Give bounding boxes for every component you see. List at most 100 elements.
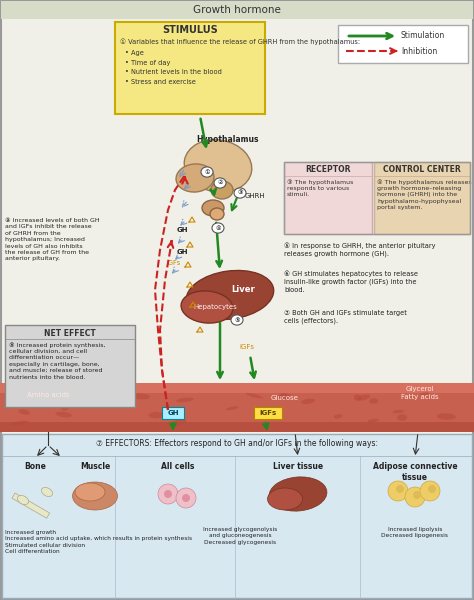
Text: IGFs: IGFs xyxy=(259,410,277,416)
Ellipse shape xyxy=(246,393,263,398)
Ellipse shape xyxy=(176,398,194,403)
Text: ⑦ Both GH and IGFs stimulate target
cells (effectors).: ⑦ Both GH and IGFs stimulate target cell… xyxy=(284,310,407,324)
Text: ⑧ Increased protein synthesis,
cellular division, and cell
differentiation occur: ⑧ Increased protein synthesis, cellular … xyxy=(9,342,106,380)
Ellipse shape xyxy=(75,483,105,501)
Ellipse shape xyxy=(61,404,69,410)
Ellipse shape xyxy=(10,421,28,425)
Bar xyxy=(0,383,474,393)
Text: IGFs: IGFs xyxy=(239,344,255,350)
Ellipse shape xyxy=(396,485,404,493)
Ellipse shape xyxy=(392,410,404,413)
Text: • Age: • Age xyxy=(125,50,144,56)
Ellipse shape xyxy=(181,291,233,323)
Text: Amino acids: Amino acids xyxy=(27,392,69,398)
Ellipse shape xyxy=(428,485,436,493)
Text: ⑨ Increased levels of both GH
and IGFs inhibit the release
of GHRH from the
hypo: ⑨ Increased levels of both GH and IGFs i… xyxy=(5,218,100,262)
Ellipse shape xyxy=(71,390,89,396)
FancyBboxPatch shape xyxy=(115,22,265,114)
Text: GH: GH xyxy=(176,249,188,255)
Bar xyxy=(12,493,50,518)
Text: ①: ① xyxy=(204,169,210,175)
Ellipse shape xyxy=(114,402,130,407)
Ellipse shape xyxy=(226,406,238,410)
Text: CONTROL CENTER: CONTROL CENTER xyxy=(383,166,461,175)
Ellipse shape xyxy=(334,414,342,419)
FancyBboxPatch shape xyxy=(254,407,282,419)
Ellipse shape xyxy=(280,394,291,398)
Ellipse shape xyxy=(419,392,430,395)
Text: Increased glycogenolysis
and gluconeogenesis
Decreased glycogenesis: Increased glycogenolysis and gluconeogen… xyxy=(203,527,277,545)
Text: Liver tissue: Liver tissue xyxy=(273,462,323,471)
Text: STIMULUS: STIMULUS xyxy=(162,25,218,35)
Ellipse shape xyxy=(176,164,214,192)
Ellipse shape xyxy=(279,393,288,400)
Text: RECEPTOR: RECEPTOR xyxy=(305,166,351,175)
Ellipse shape xyxy=(405,487,425,507)
Text: ②: ② xyxy=(217,181,223,185)
Ellipse shape xyxy=(269,477,327,511)
Ellipse shape xyxy=(131,393,150,400)
Ellipse shape xyxy=(148,412,164,418)
Text: Glucose: Glucose xyxy=(271,395,299,401)
Text: ⑤ In response to GHRH, the anterior pituitary
releases growth hormone (GH).: ⑤ In response to GHRH, the anterior pitu… xyxy=(284,242,436,257)
Text: ① Variables that influence the release of GHRH from the hypothalamus:: ① Variables that influence the release o… xyxy=(120,38,360,44)
Text: Muscle: Muscle xyxy=(80,462,110,471)
Text: Hypothalamus: Hypothalamus xyxy=(197,136,259,145)
FancyBboxPatch shape xyxy=(338,25,468,63)
Ellipse shape xyxy=(182,494,190,502)
Text: Stimulation: Stimulation xyxy=(401,31,445,40)
Bar xyxy=(0,422,474,432)
Ellipse shape xyxy=(202,200,224,216)
Ellipse shape xyxy=(231,315,243,325)
Text: GHRH: GHRH xyxy=(245,193,265,199)
Text: • Stress and exercise: • Stress and exercise xyxy=(125,79,196,85)
FancyBboxPatch shape xyxy=(284,162,372,234)
Text: ⑥ GH stimulates hepatocytes to release
insulin-like growth factor (IGFs) into th: ⑥ GH stimulates hepatocytes to release i… xyxy=(284,270,418,293)
FancyBboxPatch shape xyxy=(5,325,135,407)
Text: • Time of day: • Time of day xyxy=(125,59,170,65)
Text: Hepatocytes: Hepatocytes xyxy=(193,304,237,310)
Text: ⑤: ⑤ xyxy=(234,317,240,323)
Ellipse shape xyxy=(388,481,408,501)
Ellipse shape xyxy=(176,488,196,508)
Ellipse shape xyxy=(397,414,407,421)
Ellipse shape xyxy=(234,188,246,198)
Text: All cells: All cells xyxy=(161,462,195,471)
Text: NET EFFECT: NET EFFECT xyxy=(44,329,96,337)
Bar xyxy=(0,383,474,432)
Bar xyxy=(2,434,472,598)
Text: ④ The hypothalamus releases
growth hormone–releasing
hormone (GHRH) into the
hyp: ④ The hypothalamus releases growth hormo… xyxy=(377,179,472,210)
Ellipse shape xyxy=(369,398,378,404)
Text: ④: ④ xyxy=(215,226,221,230)
Text: ③: ③ xyxy=(237,191,243,196)
Text: • Nutrient levels in the blood: • Nutrient levels in the blood xyxy=(125,69,222,75)
Text: IGFs: IGFs xyxy=(167,260,181,266)
Ellipse shape xyxy=(420,481,440,501)
Ellipse shape xyxy=(201,167,213,177)
Text: Increased lipolysis
Decreased lipogenesis: Increased lipolysis Decreased lipogenesi… xyxy=(382,527,448,538)
Text: GH: GH xyxy=(176,227,188,233)
Ellipse shape xyxy=(210,208,224,220)
Ellipse shape xyxy=(184,140,252,192)
Text: GH: GH xyxy=(167,410,179,416)
Text: Increased growth
Increased amino acid uptake, which results in protein synthesis: Increased growth Increased amino acid up… xyxy=(5,530,192,554)
Text: Liver: Liver xyxy=(231,284,255,293)
Text: Bone: Bone xyxy=(24,462,46,471)
Ellipse shape xyxy=(164,490,172,498)
Ellipse shape xyxy=(41,487,53,497)
Ellipse shape xyxy=(55,412,73,418)
Ellipse shape xyxy=(214,178,226,188)
Ellipse shape xyxy=(158,484,178,504)
Ellipse shape xyxy=(437,413,456,420)
Text: Adipose connective
tissue: Adipose connective tissue xyxy=(373,462,457,482)
Ellipse shape xyxy=(356,394,370,401)
Ellipse shape xyxy=(212,223,224,233)
Ellipse shape xyxy=(354,394,362,401)
Text: ③ The hypothalamus
responds to various
stimuli.: ③ The hypothalamus responds to various s… xyxy=(287,179,354,197)
Ellipse shape xyxy=(267,488,302,510)
FancyBboxPatch shape xyxy=(374,162,470,234)
Text: Growth hormone: Growth hormone xyxy=(193,5,281,15)
Text: Glycerol
Fatty acids: Glycerol Fatty acids xyxy=(401,386,439,400)
Ellipse shape xyxy=(301,398,315,404)
Bar xyxy=(1,1,473,19)
